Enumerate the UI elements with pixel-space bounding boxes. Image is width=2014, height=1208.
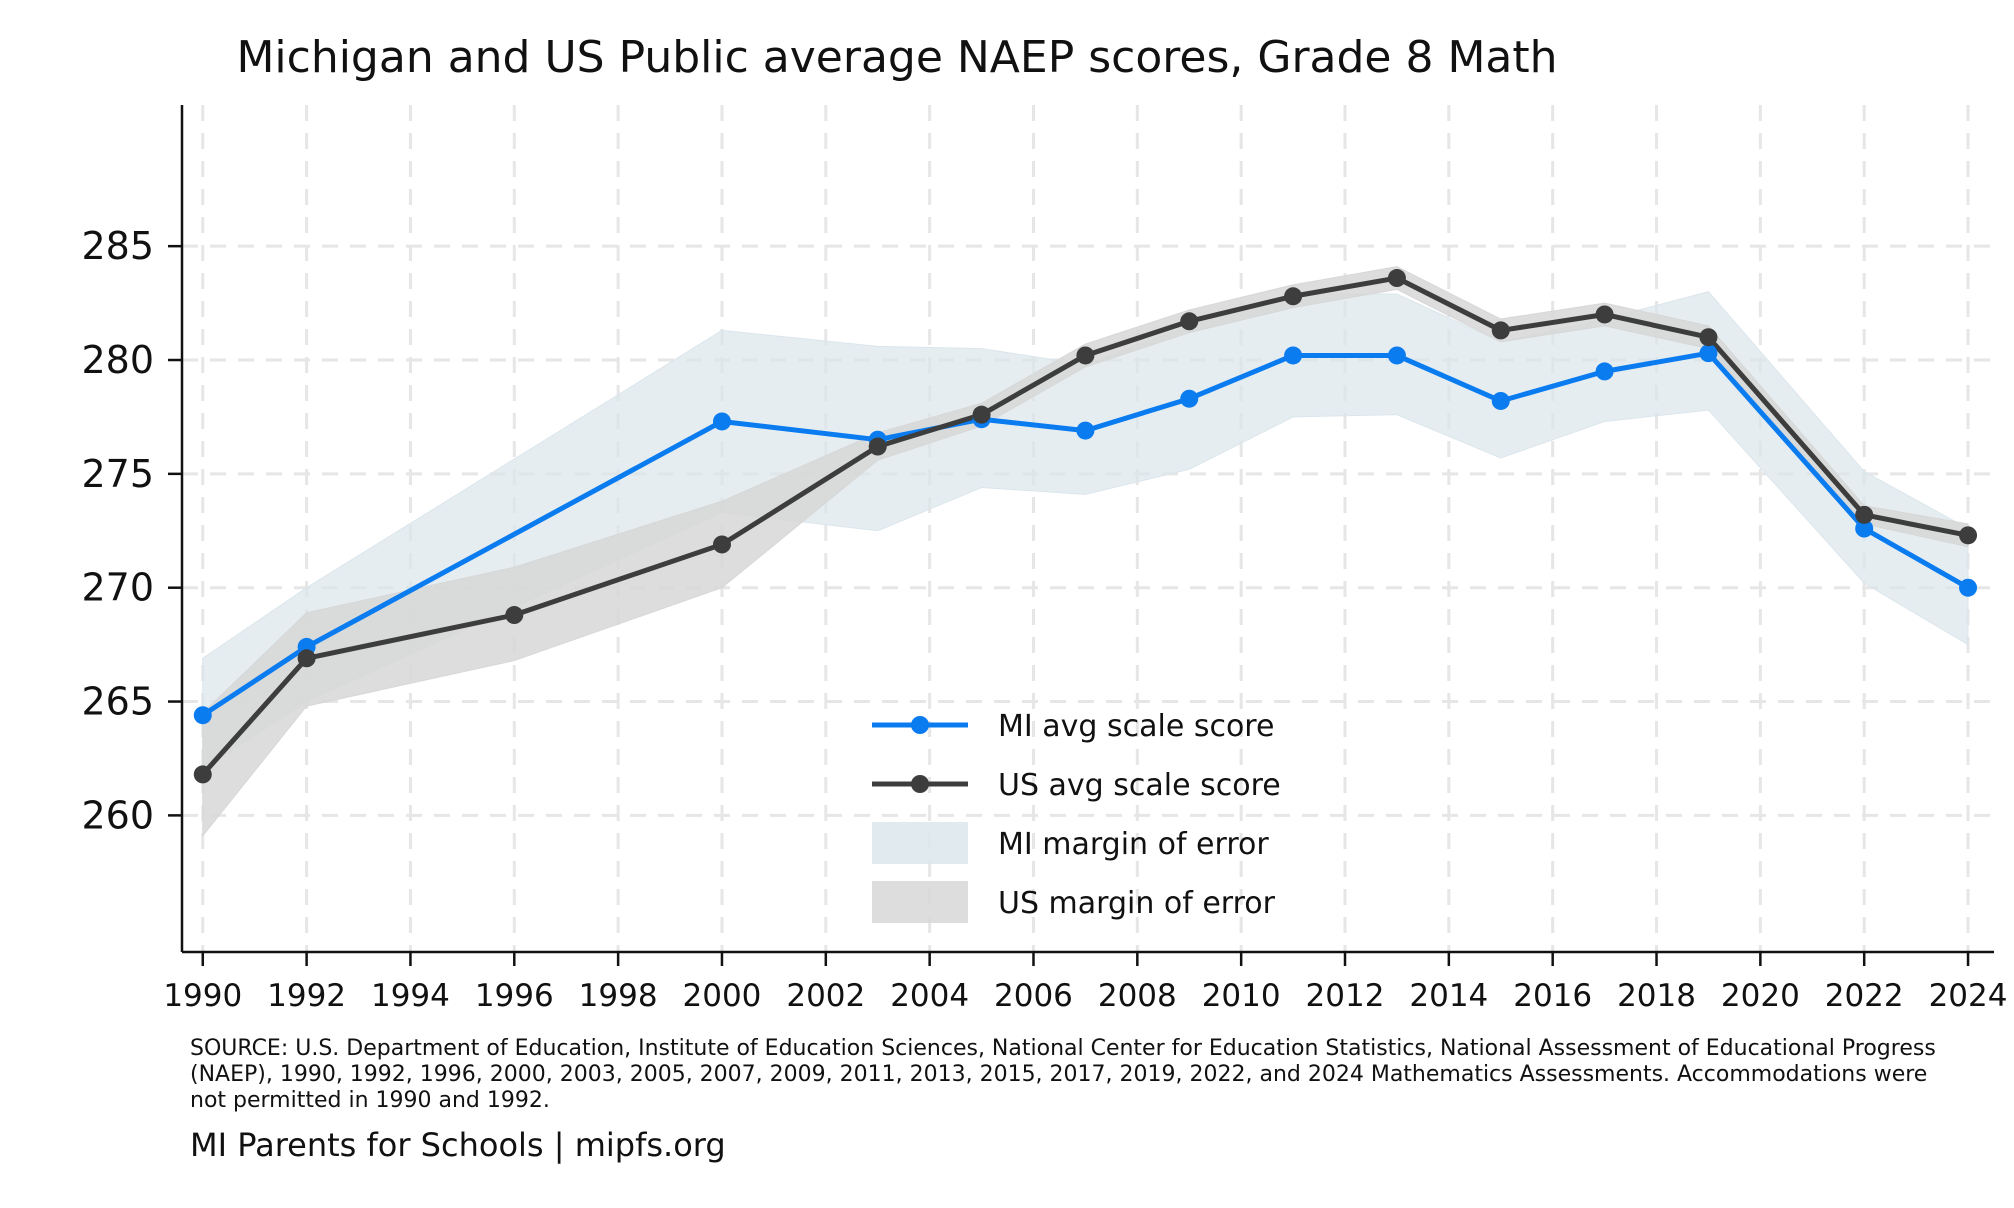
- legend-swatch-us-margin-of-error: [872, 881, 968, 923]
- x-tick-label: 2000: [683, 978, 762, 1014]
- x-tick-label: 2008: [1098, 978, 1177, 1014]
- x-tick-label: 2018: [1617, 978, 1696, 1014]
- x-tick-label: 1992: [267, 978, 346, 1014]
- point-us-avg-scale-score: [972, 405, 991, 424]
- point-us-avg-scale-score: [1491, 321, 1510, 340]
- point-mi-avg-scale-score: [712, 412, 731, 431]
- x-tick-label: 1998: [579, 978, 658, 1014]
- axes: 260 265 270 275 280 285 1990 1992 1994 1996 1998 20…: [81, 105, 2007, 1014]
- point-us-avg-scale-score: [1855, 505, 1874, 524]
- legend: MI avg scale score US avg scale score MI m…: [872, 709, 1281, 923]
- x-tick-label: 2004: [890, 978, 969, 1014]
- point-mi-avg-scale-score: [1699, 344, 1718, 363]
- legend-swatch-mi-margin-of-error: [872, 822, 968, 864]
- point-mi-avg-scale-score: [1076, 421, 1095, 440]
- grid-lines: [182, 105, 1994, 952]
- band-us-margin-of-error: [202, 266, 1969, 838]
- x-tick-label: 1990: [163, 978, 242, 1014]
- credit-line: MI Parents for Schools | mipfs.org: [190, 1126, 726, 1164]
- point-us-avg-scale-score: [297, 649, 316, 668]
- point-us-avg-scale-score: [1387, 269, 1406, 288]
- point-us-avg-scale-score: [1699, 328, 1718, 347]
- x-tick-label: 2010: [1202, 978, 1281, 1014]
- legend-label-us-avg-scale-score: US avg scale score: [998, 768, 1281, 803]
- y-tick-label: 285: [81, 224, 154, 268]
- point-mi-avg-scale-score: [193, 706, 212, 725]
- x-tick-label: 1994: [371, 978, 450, 1014]
- point-us-avg-scale-score: [1180, 312, 1199, 331]
- point-us-avg-scale-score: [1959, 526, 1978, 545]
- point-us-avg-scale-score: [1076, 346, 1095, 365]
- legend-label-mi-avg-scale-score: MI avg scale score: [998, 709, 1274, 744]
- y-tick-label: 270: [81, 566, 154, 610]
- y-tick-label: 260: [81, 793, 154, 837]
- point-us-avg-scale-score: [193, 765, 212, 784]
- y-tick-label: 265: [81, 680, 154, 724]
- x-tick-label: 1996: [475, 978, 554, 1014]
- x-tick-label: 2006: [994, 978, 1073, 1014]
- x-tick-label: 2020: [1721, 978, 1800, 1014]
- point-mi-avg-scale-score: [1595, 362, 1614, 381]
- x-tick-label: 2002: [786, 978, 865, 1014]
- legend-marker-mi-avg-scale-score: [911, 716, 929, 734]
- y-tick-label: 280: [81, 338, 154, 382]
- x-tick-label: 2014: [1409, 978, 1488, 1014]
- source-note: SOURCE: U.S. Department of Education, In…: [190, 1036, 1943, 1113]
- margin-of-error-bands: [202, 266, 1969, 838]
- chart-title: Michigan and US Public average NAEP scor…: [236, 32, 1558, 83]
- band-mi-margin-of-error: [202, 291, 1969, 771]
- point-us-avg-scale-score: [712, 535, 731, 554]
- legend-label-us-margin-of-error: US margin of error: [998, 886, 1276, 921]
- point-mi-avg-scale-score: [1284, 346, 1303, 365]
- legend-marker-us-avg-scale-score: [911, 775, 929, 793]
- point-mi-avg-scale-score: [1855, 519, 1874, 538]
- x-tick-label: 2022: [1825, 978, 1904, 1014]
- x-tick-label: 2012: [1306, 978, 1385, 1014]
- x-tick-label: 2016: [1513, 978, 1592, 1014]
- x-tick-label: 2024: [1929, 978, 2008, 1014]
- point-us-avg-scale-score: [505, 606, 524, 625]
- legend-label-mi-margin-of-error: MI margin of error: [998, 827, 1269, 862]
- line-mi-avg-scale-score: [200, 350, 1971, 718]
- point-mi-avg-scale-score: [1180, 389, 1199, 408]
- point-us-avg-scale-score: [1284, 287, 1303, 306]
- point-us-avg-scale-score: [1595, 305, 1614, 324]
- point-mi-avg-scale-score: [1387, 346, 1406, 365]
- point-mi-avg-scale-score: [1491, 391, 1510, 410]
- point-mi-avg-scale-score: [1959, 578, 1978, 597]
- point-us-avg-scale-score: [868, 437, 887, 456]
- score-points: [193, 269, 1978, 784]
- y-tick-label: 275: [81, 452, 154, 496]
